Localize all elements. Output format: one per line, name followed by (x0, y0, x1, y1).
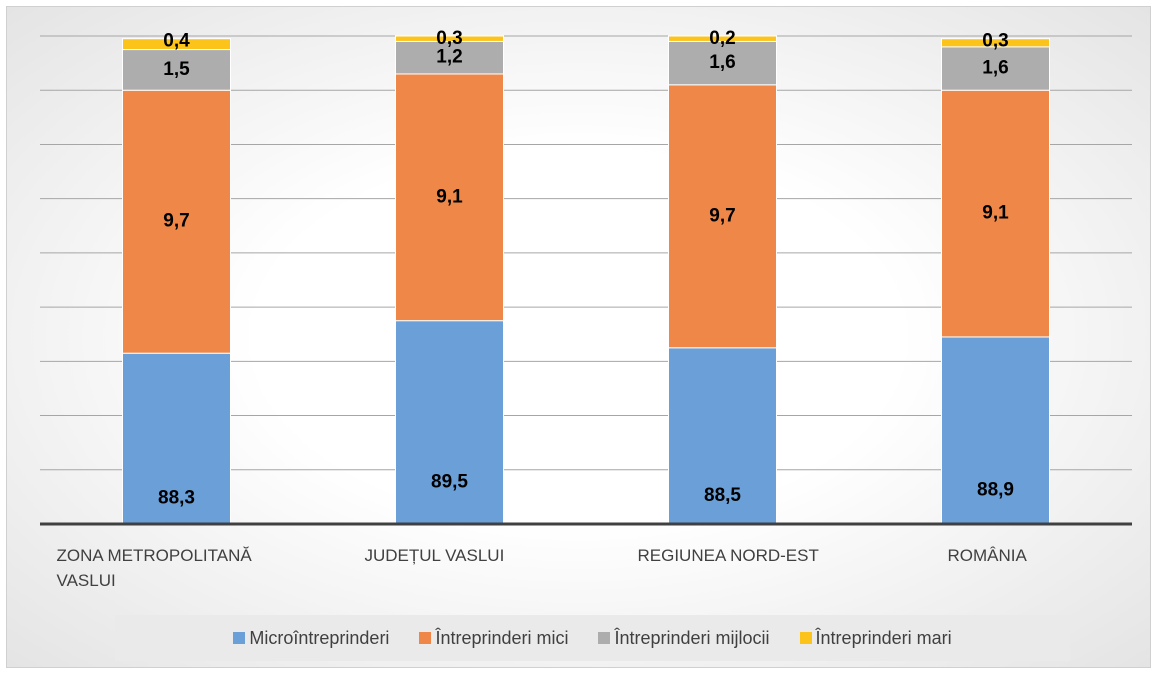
bar-segment (122, 89, 231, 354)
bar-segment (668, 40, 777, 86)
data-label: 1,6 (982, 58, 1008, 79)
bar-segment (941, 46, 1050, 91)
legend-item: Microîntreprinderi (233, 628, 389, 649)
data-label: 88,5 (704, 485, 741, 506)
data-label: 0,3 (436, 28, 462, 49)
x-tick-label: ROMÂNIA (947, 546, 1027, 565)
legend-label: Microîntreprinderi (249, 627, 390, 648)
x-tick-label: ZONA METROPOLITANĂ VASLUI (56, 546, 252, 590)
bar-segment (668, 347, 777, 525)
data-label: 0,2 (709, 28, 735, 49)
legend-item: Întreprinderi mari (799, 627, 952, 649)
bar-segment (941, 38, 1050, 48)
bar-segment (941, 336, 1050, 525)
bar-segment (668, 35, 777, 42)
legend: Microîntreprinderi Întreprinderi mici Într… (115, 615, 1070, 661)
bar-segment (122, 38, 231, 51)
legend-swatch (598, 632, 611, 644)
data-label: 0,4 (163, 31, 190, 52)
bar-segment (122, 49, 231, 91)
data-label: 89,5 (431, 471, 468, 492)
x-tick-label: JUDEȚUL VASLUI (364, 546, 505, 565)
data-label: 9,1 (436, 186, 463, 207)
bar-segment (395, 73, 504, 322)
bar-segment (395, 40, 504, 75)
legend-label: Întreprinderi mici (435, 627, 569, 648)
legend-swatch (233, 632, 246, 644)
data-label: 9,7 (163, 211, 189, 232)
data-label: 0,3 (982, 31, 1008, 52)
bar-segment (122, 352, 231, 525)
data-label: 88,3 (158, 488, 195, 509)
data-label: 1,5 (163, 59, 190, 80)
bar-segment (395, 320, 504, 525)
legend-label: Întreprinderi mari (815, 627, 952, 648)
legend-item: Întreprinderi mijlocii (598, 627, 770, 649)
data-label: 1,6 (709, 52, 735, 73)
data-label: 9,7 (709, 205, 735, 226)
legend-label: Întreprinderi mijlocii (614, 627, 770, 648)
legend-swatch (799, 632, 812, 644)
legend-swatch (419, 632, 432, 644)
bar-segment (941, 89, 1050, 338)
data-label: 1,2 (436, 47, 462, 68)
bar-segment (668, 84, 777, 349)
data-label: 88,9 (977, 479, 1014, 500)
data-label: 9,1 (982, 203, 1009, 224)
bar-segment (395, 35, 504, 42)
x-tick-label: REGIUNEA NORD-EST (637, 546, 819, 565)
legend-item: Întreprinderi mici (419, 628, 568, 649)
